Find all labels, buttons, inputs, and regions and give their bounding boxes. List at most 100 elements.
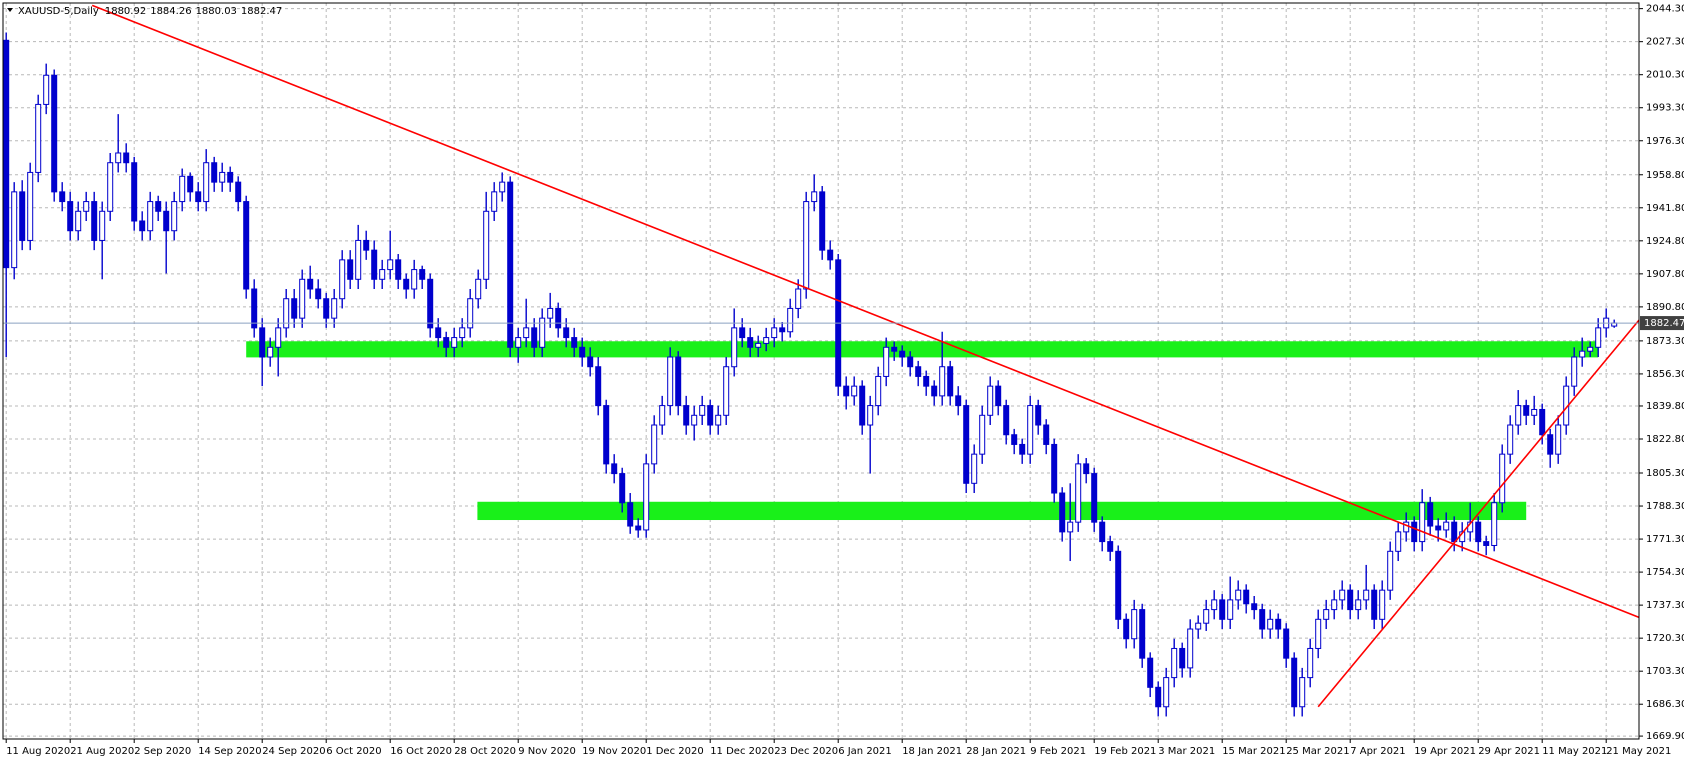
body [403,278,410,290]
body [1411,521,1418,543]
y-tick-label: 1771.30 [1646,534,1684,545]
y-tick-label: 1703.30 [1646,666,1684,677]
body [1099,521,1106,543]
body [283,298,290,329]
body [1227,599,1234,620]
y-tick-label: 1737.30 [1646,600,1684,611]
menu-arrow[interactable] [7,8,13,12]
body [35,103,42,173]
y-tick-label: 2027.30 [1646,37,1684,48]
body [99,210,106,241]
body [619,473,626,504]
body [187,175,194,193]
body [691,414,698,426]
body [1507,424,1514,455]
body [1499,453,1506,504]
price-label: 1882.47 [1644,318,1684,329]
body [843,385,850,397]
body [1267,618,1274,630]
price-box [1640,316,1684,331]
x-tick-label: 9 Feb 2021 [1030,746,1086,757]
y-tick-label: 1686.30 [1646,699,1684,710]
body [1259,609,1266,630]
candles [3,32,1618,717]
x-tick-label: 1 Dec 2020 [646,746,704,757]
body [27,171,34,241]
body [891,346,898,352]
body [1011,434,1018,445]
body [643,463,650,531]
body [571,337,578,348]
body [43,74,50,105]
body [1571,356,1578,387]
body [683,405,690,426]
x-tick-label: 7 Apr 2021 [1350,746,1405,757]
body [131,162,138,222]
body [267,346,274,358]
body [1419,502,1426,543]
body [467,298,474,329]
body [219,171,226,183]
body [491,191,498,212]
body [883,346,890,377]
y-tick-label: 1907.80 [1646,269,1684,280]
body [1283,628,1290,659]
body [195,191,202,203]
body [995,385,1002,407]
x-tick-label: 19 Feb 2021 [1094,746,1156,757]
body [179,175,186,203]
body [67,201,74,232]
body [1395,531,1402,552]
plot-frame [2,2,1640,740]
y-tick-label: 1993.30 [1646,103,1684,114]
grid [3,3,1639,739]
y-tick-label: 1890.80 [1646,302,1684,313]
body [1211,599,1218,611]
body [443,337,450,348]
body [739,327,746,339]
body [147,201,154,232]
body [355,239,362,280]
body [1403,521,1410,533]
body [907,356,914,368]
body [987,385,994,416]
body [363,239,370,251]
body [379,269,386,280]
body [867,405,874,426]
body [939,366,946,397]
axes: 2044.30 2027.30 2010.30 1993.30 1976.30 1958.… [5,4,1684,757]
body [411,269,418,290]
body [51,74,58,193]
body [539,317,546,348]
body [1595,327,1602,348]
body [1307,647,1314,679]
y-tick-label: 1754.30 [1646,567,1684,578]
x-tick-label: 6 Jan 2021 [838,746,892,757]
body [75,210,82,232]
body [243,201,250,290]
body [675,356,682,407]
body [627,502,634,527]
open: 1880.92 [105,6,146,17]
body [1067,521,1074,533]
body [763,337,770,344]
y-tick-label: 1856.30 [1646,369,1684,380]
body [1323,609,1330,620]
y-tick-label: 1822.80 [1646,434,1684,445]
body [515,337,522,348]
body [1371,589,1378,620]
body [107,162,114,212]
x-tick-label: 19 Nov 2020 [582,746,646,757]
x-tick-label: 15 Mar 2021 [1222,746,1285,757]
body [235,181,242,203]
body [259,327,266,358]
body [635,525,642,531]
body [563,327,570,339]
body [923,375,930,387]
body [611,463,618,475]
body [1195,622,1202,630]
body [1179,647,1186,669]
body [699,405,706,416]
body [851,385,858,397]
